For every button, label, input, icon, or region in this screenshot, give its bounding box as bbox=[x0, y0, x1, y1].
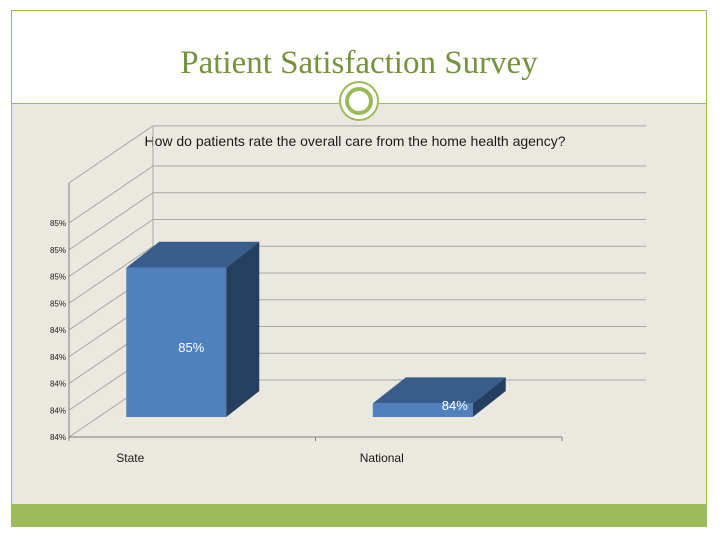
bar-top-state bbox=[126, 241, 260, 268]
y-tick-label: 84% bbox=[50, 326, 66, 335]
bar-front-national bbox=[372, 403, 473, 417]
gridline-left-wall bbox=[68, 219, 154, 277]
y-tick-label: 84% bbox=[50, 433, 66, 442]
gridline-left-wall bbox=[68, 245, 154, 304]
y-tick-label: 85% bbox=[50, 273, 66, 282]
y-tick-label: 84% bbox=[50, 380, 66, 389]
x-category-label: National bbox=[360, 451, 404, 465]
data-label: 84% bbox=[442, 398, 468, 413]
y-tick-label: 84% bbox=[50, 353, 66, 362]
bar-side-state bbox=[226, 241, 260, 417]
bar-side-national bbox=[472, 377, 506, 417]
chart-title: How do patients rate the overall care fr… bbox=[144, 133, 565, 149]
y-tick-label: 84% bbox=[50, 406, 66, 415]
y-tick-label: 85% bbox=[50, 219, 66, 228]
gridline-left-wall bbox=[68, 192, 154, 251]
gridline-left-wall-top bbox=[68, 125, 154, 184]
footer-bar bbox=[12, 504, 706, 526]
ring-ornament-icon bbox=[339, 81, 379, 121]
y-tick-label: 85% bbox=[50, 299, 66, 308]
bar-top-national bbox=[372, 377, 506, 404]
slide-frame: Patient Satisfaction Survey bbox=[11, 10, 707, 527]
x-category-label: State bbox=[116, 451, 144, 465]
data-label: 85% bbox=[178, 340, 204, 355]
slide-title: Patient Satisfaction Survey bbox=[180, 45, 538, 81]
y-tick-label: 85% bbox=[50, 246, 66, 255]
gridline-left-wall bbox=[68, 165, 154, 224]
bar-front-state bbox=[126, 267, 227, 417]
